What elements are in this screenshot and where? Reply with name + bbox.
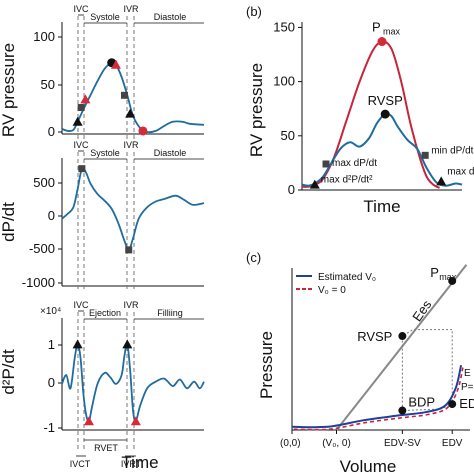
c-point-2 xyxy=(398,406,407,415)
a-phase-ivr-1: IVR xyxy=(123,140,139,150)
a-phase-ivc-2: IVC xyxy=(73,300,89,310)
a3-ivrt-label: IVRT xyxy=(121,459,142,469)
b-annot-rvsp: RVSP xyxy=(368,93,403,108)
c-label-pmax-sub: max xyxy=(439,272,457,282)
panel-b: 150 100 50 0 P max RVSP max dP/dt min dP/dt max d… xyxy=(273,19,474,197)
a-marker-2-1 xyxy=(83,416,94,426)
a-ytick-label-0: 50 xyxy=(41,77,55,92)
a-ytick-label-0: 100 xyxy=(33,29,55,44)
c-point-1 xyxy=(398,332,407,341)
c-label-rvsp: RVSP xyxy=(357,329,392,344)
a-ytick-label-2: 1 xyxy=(48,337,55,352)
a-marker-0-5 xyxy=(120,91,128,99)
c-xtick-label: (V₀, 0) xyxy=(322,438,351,449)
b-ylabel: RV pressure xyxy=(247,63,266,157)
a-marker-0-2 xyxy=(80,94,91,104)
a3-rvet-label: RVET xyxy=(94,443,118,453)
a-ytick-label-1: 0 xyxy=(48,208,55,223)
a-ytick-label-2: 0 xyxy=(48,375,55,390)
c-point-0 xyxy=(448,276,457,285)
c-point-3 xyxy=(448,400,457,409)
a-marker-0-7 xyxy=(138,126,148,136)
c-curve-v0-zero xyxy=(293,367,464,431)
a-marker-2-3 xyxy=(130,416,141,426)
b-annot-max-d2p-right: max d²P xyxy=(447,166,474,177)
a3-yexponent: ×10⁴ xyxy=(40,306,61,317)
b-ytick-label: 100 xyxy=(273,74,295,89)
a2-ylabel: dP/dt xyxy=(0,202,18,242)
a-phase-diastole-2: Filliing xyxy=(157,308,183,318)
a-phase-diastole-0: Diastole xyxy=(154,12,187,22)
c-xtick-label: EDV-SV xyxy=(384,438,421,449)
a-marker-0-4 xyxy=(110,59,121,69)
a-phase-systole-2: Ejection xyxy=(89,308,121,318)
a3-ylabel: d²P/dt xyxy=(0,349,18,395)
c-xtick-label: (0,0) xyxy=(280,438,301,449)
c-panel-label: (c) xyxy=(246,250,261,265)
a-phase-ivr-0: IVR xyxy=(123,4,139,14)
b-ytick-label: 0 xyxy=(288,182,295,197)
b-annot-max-d2p: max d²P/dt² xyxy=(321,175,373,186)
a-phase-ivc-1: IVC xyxy=(73,140,89,150)
b-curve-0 xyxy=(301,40,441,189)
a-marker-0-0 xyxy=(72,116,83,126)
b-marker-2 xyxy=(377,37,387,47)
a-marker-1-1 xyxy=(125,246,133,254)
a-time-label: Time xyxy=(121,453,158,472)
c-xlabel: Volume xyxy=(340,457,397,474)
a-phase-diastole-1: Diastole xyxy=(154,148,187,158)
a-phase-systole-0: Systole xyxy=(90,12,120,22)
a-ytick-label-0: 0 xyxy=(48,124,55,139)
c-side-label-p: P= xyxy=(461,382,474,393)
a-curve-1 xyxy=(61,166,205,251)
c-xtick-label: EDV xyxy=(442,438,463,449)
b-marker-5 xyxy=(436,176,447,186)
c-label-pmax: P xyxy=(430,265,439,280)
b-marker-1 xyxy=(322,160,330,168)
c-ees-label: Ees xyxy=(409,297,434,324)
a-curve-2 xyxy=(61,343,205,423)
a3-ivct-label: IVCT xyxy=(70,459,91,469)
c-side-label-e: E xyxy=(464,368,471,379)
b-ytick-label: 50 xyxy=(281,128,295,143)
b-annot-min-dpdt: min dP/dt xyxy=(431,145,473,156)
b-marker-0 xyxy=(309,179,320,189)
a-marker-2-2 xyxy=(122,339,133,349)
c-label-edp: EDP xyxy=(459,396,474,411)
b-annot-pmax: P xyxy=(372,20,381,35)
c-legend-label-0: Estimated V₀ xyxy=(318,272,376,283)
a-curve-0 xyxy=(61,61,205,134)
c-ees-line xyxy=(335,264,468,431)
b-panel-label: (b) xyxy=(246,4,262,19)
c-curve-estimated xyxy=(291,364,463,429)
b-marker-3 xyxy=(380,109,390,119)
a1-ylabel: RV pressure xyxy=(0,43,18,137)
b-marker-4 xyxy=(421,151,429,159)
b-curve-1 xyxy=(301,112,463,187)
a-phase-ivr-2: IVR xyxy=(123,300,139,310)
a-ytick-label-1: -1000 xyxy=(22,275,55,290)
a-marker-0-6 xyxy=(125,108,136,118)
b-ytick-label: 150 xyxy=(273,19,295,34)
a-marker-2-0 xyxy=(72,339,83,349)
a-phase-ivc-0: IVC xyxy=(73,4,89,14)
a-marker-0-1 xyxy=(77,104,85,112)
b-annot-max-dpdt: max dP/dt xyxy=(332,158,377,169)
a-marker-1-0 xyxy=(78,165,86,173)
a-ytick-label-1: -500 xyxy=(29,241,55,256)
b-xlabel: Time xyxy=(363,197,400,216)
a-ytick-label-1: 500 xyxy=(33,175,55,190)
a-phase-systole-1: Systole xyxy=(90,148,120,158)
b-annot-pmax-sub: max xyxy=(383,27,401,37)
c-legend-label-1: V₀ = 0 xyxy=(318,285,346,296)
c-label-bdp: BDP xyxy=(408,395,435,410)
a-ytick-label-2: -1 xyxy=(43,420,55,435)
c-ylabel: Pressure xyxy=(257,331,276,399)
